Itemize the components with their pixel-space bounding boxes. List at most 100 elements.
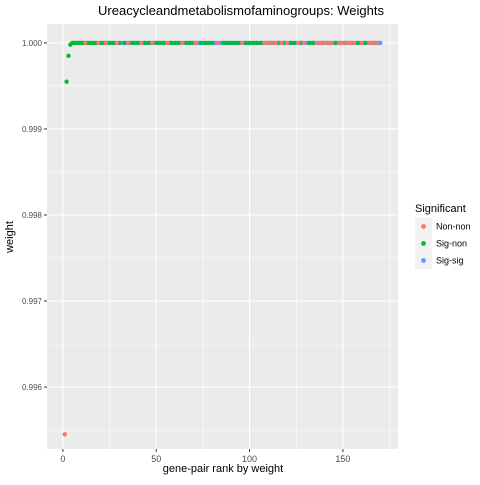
point-non-non xyxy=(314,40,319,46)
point-sig-non xyxy=(202,40,207,46)
legend-marker xyxy=(421,241,426,246)
point-sig-non xyxy=(176,40,181,46)
point-sig-sig xyxy=(378,40,383,46)
point-non-non xyxy=(103,40,109,46)
point-sig-non xyxy=(247,40,252,46)
point-non-non xyxy=(322,40,327,46)
point-sig-non xyxy=(307,40,312,46)
point-sig-non xyxy=(168,40,174,46)
point-sig-non xyxy=(107,40,112,46)
plot-panel xyxy=(47,24,398,449)
point-sig-non xyxy=(210,40,215,46)
legend-marker xyxy=(421,224,426,229)
point-non-non xyxy=(348,40,353,46)
point-non-non xyxy=(284,40,290,46)
x-axis: 0 50 100 150 xyxy=(60,449,350,464)
point-sig-non xyxy=(183,40,189,46)
point-non-non xyxy=(139,40,144,46)
point-sig-non xyxy=(172,40,178,46)
point-sig-non xyxy=(66,53,71,59)
point-sig-non xyxy=(251,40,256,46)
point-sig-non xyxy=(135,40,140,46)
point-sig-non xyxy=(355,40,361,46)
point-sig-non xyxy=(363,40,368,46)
point-sig-non xyxy=(258,40,263,46)
point-non-non xyxy=(344,40,349,46)
point-non-non xyxy=(165,40,170,46)
point-sig-non xyxy=(288,40,293,46)
point-non-non xyxy=(279,40,284,46)
legend-label: Sig-non xyxy=(436,239,467,249)
point-non-non xyxy=(262,40,267,46)
legend-marker xyxy=(421,258,426,263)
point-sig-non xyxy=(154,40,159,46)
legend-label: Sig-sig xyxy=(436,256,464,266)
chart-title: Ureacycleandmetabolismofaminogroups: Wei… xyxy=(98,3,384,18)
y-axis-label: weight xyxy=(4,221,16,254)
point-non-non xyxy=(295,40,301,46)
point-sig-non xyxy=(221,40,226,46)
point-non-non xyxy=(269,40,275,46)
point-sig-non xyxy=(142,40,148,46)
point-sig-non xyxy=(206,40,211,46)
point-non-non xyxy=(318,40,323,46)
panel-background xyxy=(47,24,398,449)
point-non-non xyxy=(83,40,88,46)
point-sig-non xyxy=(122,40,127,46)
y-tick-label: 0.999 xyxy=(22,125,43,134)
minor-gridlines xyxy=(47,24,398,449)
point-non-non xyxy=(366,40,372,46)
x-tick-label: 150 xyxy=(335,454,350,464)
y-tick-label: 0.998 xyxy=(22,211,43,220)
x-tick-label: 50 xyxy=(151,454,161,464)
legend-label: Non-non xyxy=(436,222,471,232)
point-sig-non xyxy=(111,40,116,46)
x-tick-label: 0 xyxy=(60,454,65,464)
point-sig-non xyxy=(161,40,166,46)
point-non-non xyxy=(301,40,306,46)
legend-items: Non-non Sig-non Sig-sig xyxy=(415,218,471,269)
point-non-non xyxy=(336,40,342,46)
point-sig-non xyxy=(236,40,241,46)
point-non-non xyxy=(325,40,331,46)
point-sig-non xyxy=(254,40,260,46)
point-non-non xyxy=(62,432,67,437)
point-non-non xyxy=(126,40,131,46)
point-non-non xyxy=(329,40,334,46)
y-tick-label: 1.000 xyxy=(22,39,43,48)
point-sig-non xyxy=(224,40,230,46)
x-tick-label: 100 xyxy=(242,454,257,464)
point-sig-non xyxy=(198,40,204,46)
point-sig-non xyxy=(64,79,69,84)
point-non-non xyxy=(239,40,245,46)
x-axis-label: gene-pair rank by weight xyxy=(163,463,283,475)
point-sig-non xyxy=(187,40,193,46)
point-non-non xyxy=(215,40,221,46)
y-tick-label: 0.997 xyxy=(22,297,43,306)
point-non-non xyxy=(114,40,120,46)
point-non-non xyxy=(351,40,357,46)
point-sig-non xyxy=(228,40,234,46)
point-non-non xyxy=(374,40,379,46)
point-sig-non xyxy=(146,40,151,46)
point-non-non xyxy=(340,40,346,46)
point-sig-non xyxy=(157,40,163,46)
legend-title: Significant xyxy=(415,203,466,215)
point-sig-non xyxy=(232,40,237,46)
legend: Significant Non-non Sig-non Sig-sig xyxy=(415,203,471,269)
point-sig-non xyxy=(131,40,137,46)
point-non-non xyxy=(150,40,155,46)
point-sig-non xyxy=(310,40,316,46)
y-axis: 0.996 0.997 0.998 0.999 1.000 xyxy=(22,39,47,392)
point-sig-non xyxy=(243,40,249,46)
point-non-non xyxy=(180,40,185,46)
point-sig-non xyxy=(333,40,338,46)
point-non-non xyxy=(273,40,278,46)
y-tick-label: 0.996 xyxy=(22,383,43,392)
point-non-non xyxy=(266,40,271,46)
data-points xyxy=(62,40,383,437)
point-non-non xyxy=(359,40,364,46)
point-non-non xyxy=(96,40,101,46)
point-non-non xyxy=(193,40,198,46)
